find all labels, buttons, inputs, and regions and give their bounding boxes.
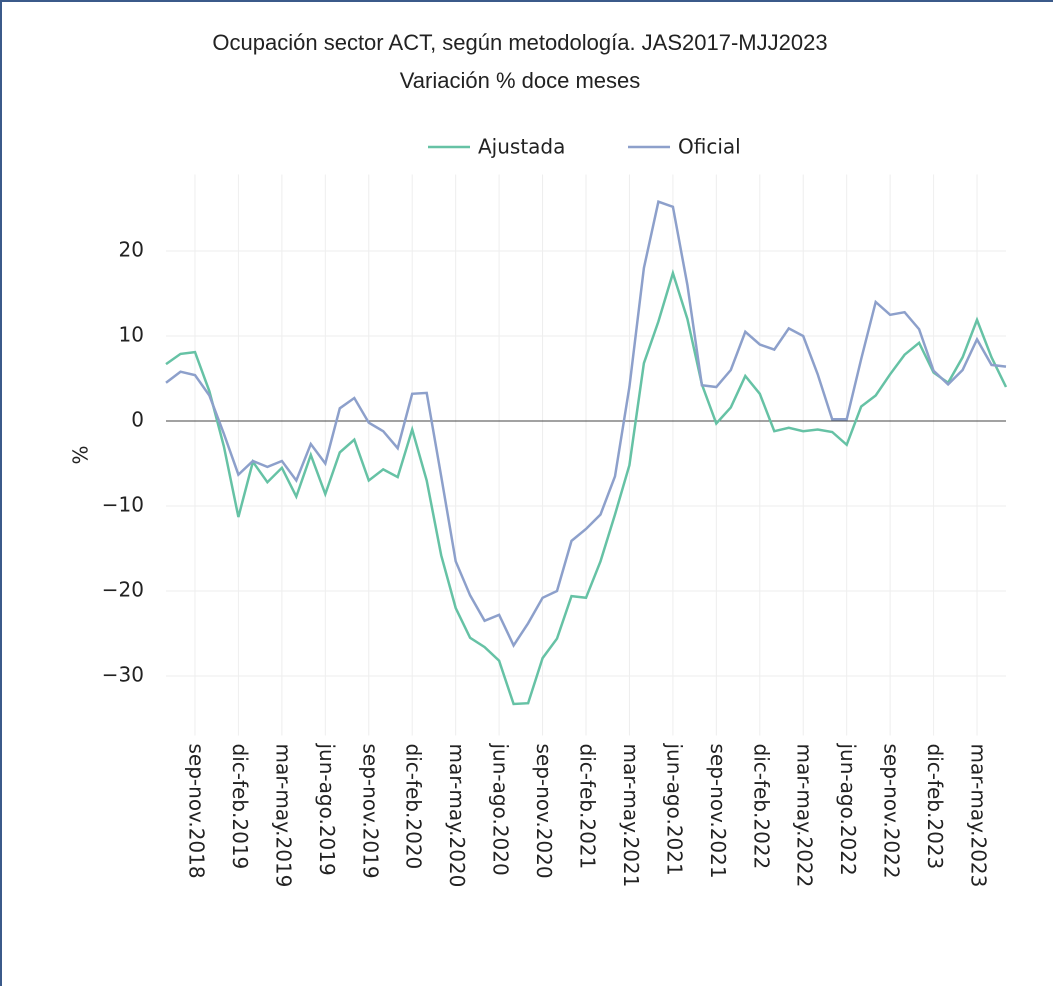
x-tick-label: sep-nov.2018 [184,744,208,879]
x-tick-label: dic-feb.2023 [923,744,947,870]
x-tick-label: mar-may.2021 [619,744,643,888]
legend-label: Oficial [678,135,741,159]
x-tick-label: jun-ago.2021 [662,743,686,876]
series-line [165,200,1007,648]
y-axis-label: % [69,445,93,464]
x-tick-label: dic-feb.2019 [228,744,252,870]
y-tick-label: 0 [131,408,144,432]
y-tick-label: 10 [119,323,144,347]
chart-title: Ocupación sector ACT, según metodología.… [212,30,827,55]
x-tick-label: jun-ago.2020 [489,743,513,876]
x-tick-label: mar-may.2023 [967,744,991,888]
y-tick-label: −20 [102,578,144,602]
x-tick-label: dic-feb.2021 [576,744,600,870]
x-tick-label: mar-may.2020 [445,744,469,888]
chart-subtitle: Variación % doce meses [400,68,641,93]
legend-label: Ajustada [478,135,565,159]
x-tick-label: sep-nov.2019 [358,744,382,879]
x-tick-label: dic-feb.2020 [402,744,426,870]
x-tick-label: jun-ago.2019 [315,743,339,876]
x-tick-label: sep-nov.2020 [532,744,556,879]
x-tick-label: sep-nov.2021 [706,744,730,879]
x-tick-label: mar-may.2022 [793,744,817,888]
series-line [165,268,1008,706]
x-tick-label: sep-nov.2022 [880,744,904,879]
y-tick-label: −30 [102,663,144,687]
x-tick-label: dic-feb.2022 [749,744,773,870]
x-tick-label: jun-ago.2022 [836,743,860,876]
y-tick-label: 20 [119,238,144,262]
y-tick-label: −10 [102,493,144,517]
x-tick-label: mar-may.2019 [271,744,295,888]
